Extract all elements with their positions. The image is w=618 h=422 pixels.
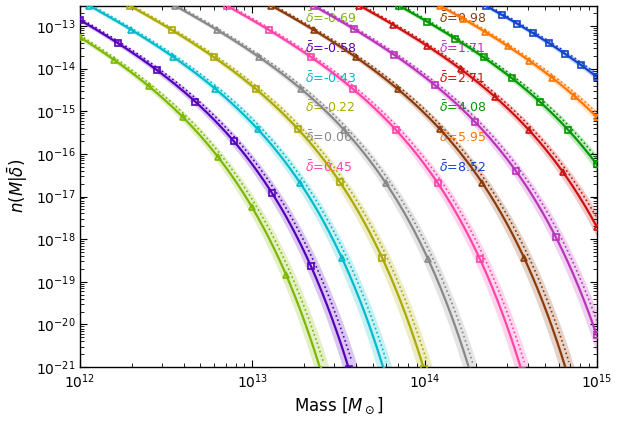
Text: $\bar{\delta}$=-0.43: $\bar{\delta}$=-0.43 xyxy=(305,70,357,86)
Text: $\bar{\delta}$=5.95: $\bar{\delta}$=5.95 xyxy=(439,130,486,145)
X-axis label: Mass [$M_\odot$]: Mass [$M_\odot$] xyxy=(294,396,383,417)
Text: $\bar{\delta}$=2.71: $\bar{\delta}$=2.71 xyxy=(439,70,485,86)
Text: $\bar{\delta}$=-0.22: $\bar{\delta}$=-0.22 xyxy=(305,100,355,116)
Text: $\bar{\delta}$=0.45: $\bar{\delta}$=0.45 xyxy=(305,159,352,175)
Text: $\bar{\delta}$=-0.58: $\bar{\delta}$=-0.58 xyxy=(305,41,357,56)
Text: $\bar{\delta}$=4.08: $\bar{\delta}$=4.08 xyxy=(439,100,486,116)
Text: $\bar{\delta}$=0.98: $\bar{\delta}$=0.98 xyxy=(439,11,486,27)
Text: $\bar{\delta}$=1.71: $\bar{\delta}$=1.71 xyxy=(439,41,485,56)
Text: $\bar{\delta}$=-0.69: $\bar{\delta}$=-0.69 xyxy=(305,11,357,27)
Text: $\bar{\delta}$=8.52: $\bar{\delta}$=8.52 xyxy=(439,159,486,175)
Y-axis label: $n(M|\bar{\delta})$: $n(M|\bar{\delta})$ xyxy=(6,159,30,214)
Text: $\bar{\delta}$=0.06: $\bar{\delta}$=0.06 xyxy=(305,130,352,145)
